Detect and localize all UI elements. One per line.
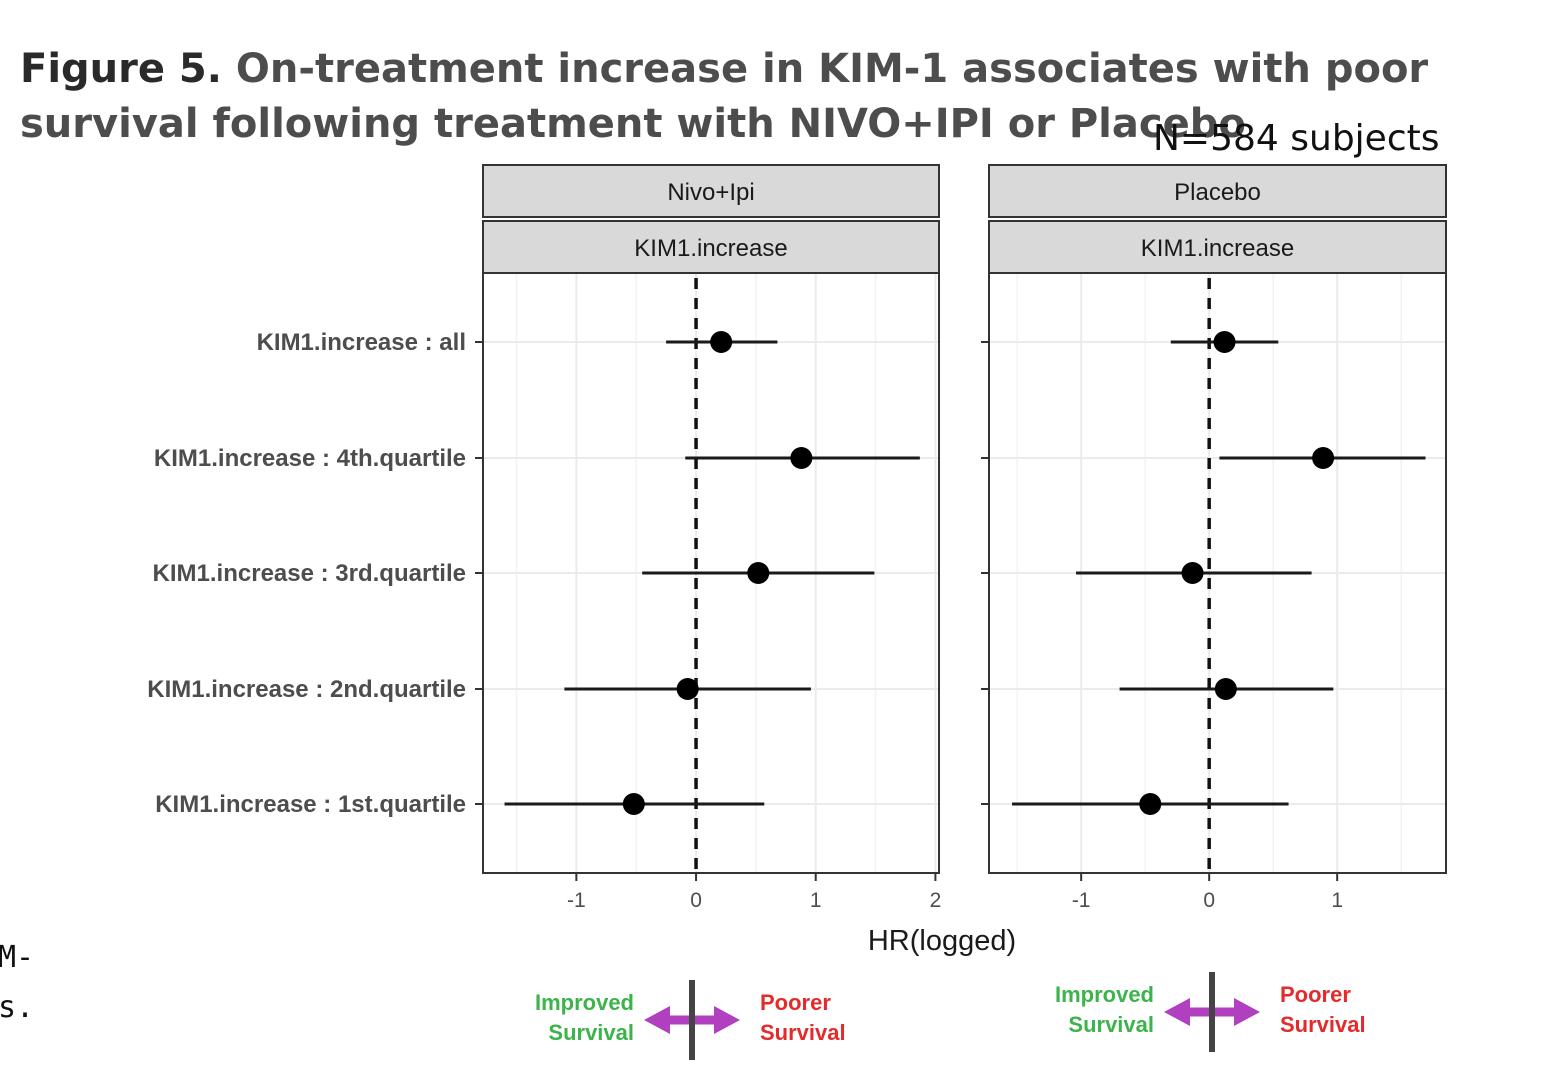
facet-panel-1: Nivo+Ipi KIM1.increase -1 0 1 2 bbox=[475, 164, 942, 912]
facet-strip-bottom-label: KIM1.increase bbox=[1141, 235, 1294, 262]
facet-strip-bottom bbox=[482, 220, 940, 274]
figure-number: Figure 5. bbox=[20, 46, 222, 92]
direction-legend-2: Improved Survival Poorer Survival bbox=[1055, 972, 1366, 1052]
estimate-point-5 bbox=[1139, 793, 1162, 815]
x-tick-label: 2 bbox=[930, 889, 942, 912]
facet-strip-top bbox=[482, 164, 940, 218]
facet-strip-top bbox=[988, 164, 1447, 218]
figure-title-text: On-treatment increase in KIM-1 associate… bbox=[20, 46, 1429, 147]
facet-strip-top-label: Placebo bbox=[1174, 179, 1261, 206]
y-category-label-4: KIM1.increase : 2nd.quartile bbox=[147, 676, 466, 703]
y-category-label-3: KIM1.increase : 3rd.quartile bbox=[153, 560, 466, 587]
left-arrow-icon bbox=[644, 1006, 670, 1034]
left-arrow-icon bbox=[1164, 998, 1190, 1026]
poorer-label-line-1: Poorer bbox=[1280, 982, 1351, 1007]
sample-size-label: N=584 subjects bbox=[1153, 118, 1440, 159]
facet-strip-bottom-label: KIM1.increase bbox=[634, 235, 787, 262]
x-tick-label: -1 bbox=[567, 889, 586, 912]
improved-label-line-1: Improved bbox=[535, 990, 634, 1015]
poorer-label-line-2: Survival bbox=[760, 1020, 846, 1045]
improved-label-line-1: Improved bbox=[1055, 982, 1154, 1007]
x-tick-label: 0 bbox=[690, 889, 702, 912]
estimate-point-2 bbox=[1312, 447, 1335, 469]
figure-title: Figure 5. On-treatment increase in KIM-1… bbox=[20, 42, 1530, 152]
poorer-label-line-2: Survival bbox=[1280, 1012, 1366, 1037]
estimate-point-1 bbox=[710, 331, 733, 353]
improved-label-line-2: Survival bbox=[548, 1020, 634, 1045]
improved-label-line-2: Survival bbox=[1068, 1012, 1154, 1037]
estimate-point-3 bbox=[747, 562, 770, 584]
estimate-point-5 bbox=[622, 793, 645, 815]
cut-off-text-line-1: M- bbox=[0, 940, 35, 975]
x-axis-title: HR(logged) bbox=[868, 925, 1016, 957]
cut-off-text-line-2: s. bbox=[0, 990, 35, 1025]
poorer-label-line-1: Poorer bbox=[760, 990, 831, 1015]
y-category-label-1: KIM1.increase : all bbox=[257, 329, 466, 356]
estimate-point-4 bbox=[1214, 678, 1237, 700]
y-category-label-5: KIM1.increase : 1st.quartile bbox=[155, 791, 466, 818]
x-tick-label: 1 bbox=[1331, 889, 1343, 912]
estimate-point-1 bbox=[1213, 331, 1236, 353]
estimate-point-2 bbox=[790, 447, 813, 469]
right-arrow-icon bbox=[714, 1006, 740, 1034]
estimate-point-3 bbox=[1181, 562, 1204, 584]
y-category-label-2: KIM1.increase : 4th.quartile bbox=[154, 445, 466, 472]
right-arrow-icon bbox=[1234, 998, 1260, 1026]
facet-strip-bottom bbox=[988, 220, 1447, 274]
estimate-point-4 bbox=[676, 678, 699, 700]
x-tick-label: -1 bbox=[1072, 889, 1091, 912]
x-tick-label: 1 bbox=[810, 889, 822, 912]
x-tick-label: 0 bbox=[1203, 889, 1215, 912]
facet-strip-top-label: Nivo+Ipi bbox=[667, 179, 754, 206]
direction-legend-1: Improved Survival Poorer Survival bbox=[535, 980, 846, 1060]
facet-panel-2: Placebo KIM1.increase -1 0 1 bbox=[981, 164, 1447, 912]
